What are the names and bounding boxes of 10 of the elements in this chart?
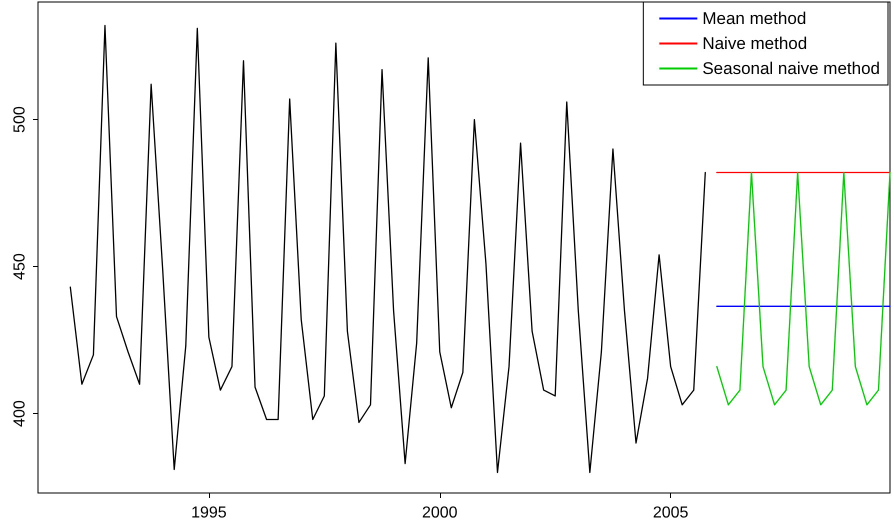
legend-label: Mean method (702, 9, 806, 28)
y-tick-label: 450 (12, 253, 28, 280)
legend-label: Seasonal naive method (702, 59, 880, 78)
legend-label: Naive method (702, 34, 808, 53)
y-tick-label: 500 (12, 106, 28, 133)
x-tick-label: 1995 (191, 504, 227, 522)
x-tick-label: 2000 (422, 504, 458, 522)
x-tick-label: 2005 (652, 504, 689, 522)
y-tick-label: 400 (12, 400, 28, 427)
line-series (716, 172, 891, 406)
